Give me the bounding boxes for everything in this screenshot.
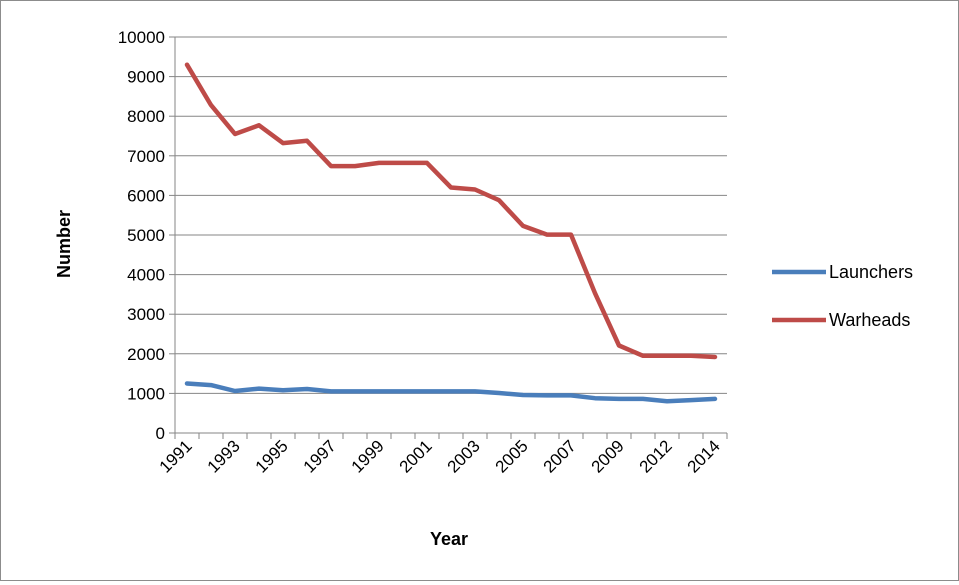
y-tick-label: 10000 <box>118 28 165 47</box>
y-tick-label: 9000 <box>127 68 165 87</box>
y-tick-label: 3000 <box>127 305 165 324</box>
x-tick-label: 1995 <box>252 436 292 476</box>
legend: Launchers Warheads <box>772 262 913 330</box>
x-tick-label: 1999 <box>348 436 388 476</box>
y-tick-label: 4000 <box>127 266 165 285</box>
x-tick-label: 1993 <box>204 436 244 476</box>
x-tick-label: 2009 <box>588 436 628 476</box>
y-tick-label: 7000 <box>127 147 165 166</box>
x-tick-label: 2001 <box>396 436 436 476</box>
y-tick-label: 6000 <box>127 186 165 205</box>
x-tick-label: 2003 <box>444 436 484 476</box>
x-axis-title: Year <box>430 529 468 549</box>
legend-label-launchers: Launchers <box>829 262 913 282</box>
series-lines <box>184 62 718 404</box>
x-tick-label: 2005 <box>492 436 532 476</box>
y-axis-title: Number <box>54 210 74 278</box>
y-tick-label: 0 <box>156 424 165 443</box>
x-tick-label: 2012 <box>636 436 676 476</box>
y-tick-label: 1000 <box>127 384 165 403</box>
y-axis-ticks: 0 1000 2000 3000 4000 5000 6000 7000 8000 9000 100… <box>118 28 165 443</box>
series-line-launchers <box>184 381 718 404</box>
x-tick-label: 2014 <box>684 436 724 476</box>
y-tick-label: 8000 <box>127 107 165 126</box>
gridlines <box>175 36 727 394</box>
y-tick-label: 5000 <box>127 226 165 245</box>
series-line-warheads <box>184 62 718 360</box>
x-tick-label: 1997 <box>300 436 340 476</box>
axes <box>169 36 728 439</box>
x-axis-ticks: 1991 1993 1995 1997 1999 2001 2003 2005 2007 2009… <box>156 436 724 476</box>
y-tick-label: 2000 <box>127 345 165 364</box>
legend-label-warheads: Warheads <box>829 310 910 330</box>
x-tick-label: 2007 <box>540 436 580 476</box>
